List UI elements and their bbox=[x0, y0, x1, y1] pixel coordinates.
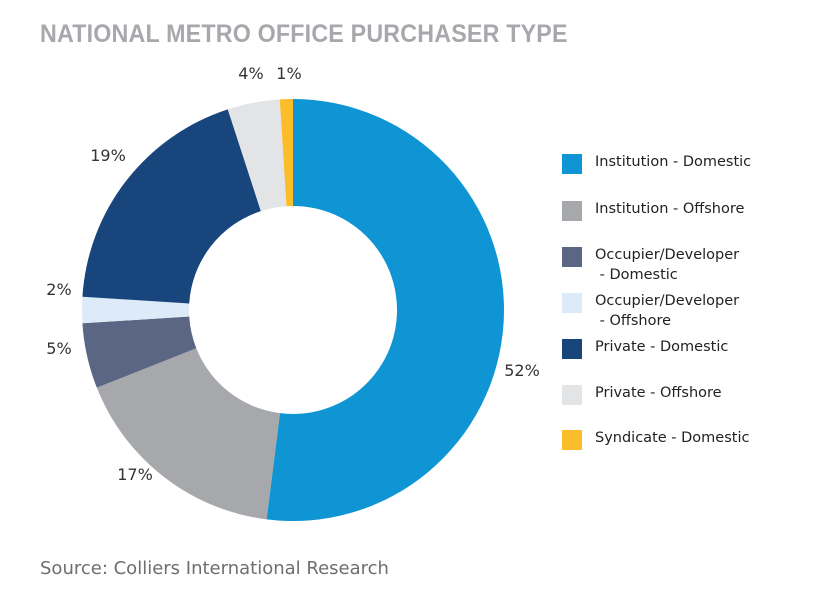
legend-swatch bbox=[562, 293, 582, 313]
slice-private-offshore bbox=[227, 99, 287, 212]
source-note: Source: Colliers International Research bbox=[40, 558, 389, 579]
value-label: 17% bbox=[117, 465, 153, 484]
legend-label: Occupier/Developer - Domestic bbox=[595, 247, 740, 283]
value-label: 1% bbox=[276, 64, 301, 83]
legend-label: Institution - Offshore bbox=[595, 201, 745, 217]
value-label: 19% bbox=[90, 146, 126, 165]
legend-swatch bbox=[562, 154, 582, 174]
slice-syndicate-domestic bbox=[279, 99, 293, 207]
legend-label: Private - Offshore bbox=[595, 385, 722, 401]
legend-item: Institution - Offshore bbox=[562, 199, 744, 221]
value-label: 2% bbox=[46, 280, 71, 299]
value-label: 4% bbox=[238, 64, 263, 83]
value-label: 52% bbox=[504, 361, 540, 380]
slice-institution-domestic bbox=[266, 99, 504, 521]
slice-institution-offshore bbox=[96, 348, 280, 520]
chart-title: NATIONAL METRO OFFICE PURCHASER TYPE bbox=[40, 20, 568, 48]
slice-private-domestic bbox=[82, 109, 261, 304]
legend-swatch bbox=[562, 201, 582, 221]
value-label: 5% bbox=[46, 339, 71, 358]
legend-item: Occupier/Developer - Offshore bbox=[562, 291, 739, 331]
legend-label: Occupier/Developer - Offshore bbox=[595, 293, 740, 329]
slices-group bbox=[82, 99, 504, 521]
legend-swatch bbox=[562, 385, 582, 405]
legend-swatch bbox=[562, 247, 582, 267]
legend-item: Private - Offshore bbox=[562, 383, 722, 405]
legend-item: Institution - Domestic bbox=[562, 152, 751, 174]
legend-swatch bbox=[562, 339, 582, 359]
value-labels-group: 52% 17% 5% 2% 19% 4% 1% bbox=[46, 64, 539, 484]
legend-item: Occupier/Developer - Domestic bbox=[562, 245, 739, 285]
legend-swatch bbox=[562, 430, 582, 450]
slice-occupier-developer-offshore bbox=[82, 296, 190, 324]
legend-label: Syndicate - Domestic bbox=[595, 430, 750, 446]
slice-occupier-developer-domestic bbox=[82, 316, 197, 388]
legend-item: Private - Domestic bbox=[562, 337, 728, 359]
legend-item: Syndicate - Domestic bbox=[562, 428, 749, 450]
legend-label: Private - Domestic bbox=[595, 339, 729, 355]
legend-label: Institution - Domestic bbox=[595, 154, 752, 170]
